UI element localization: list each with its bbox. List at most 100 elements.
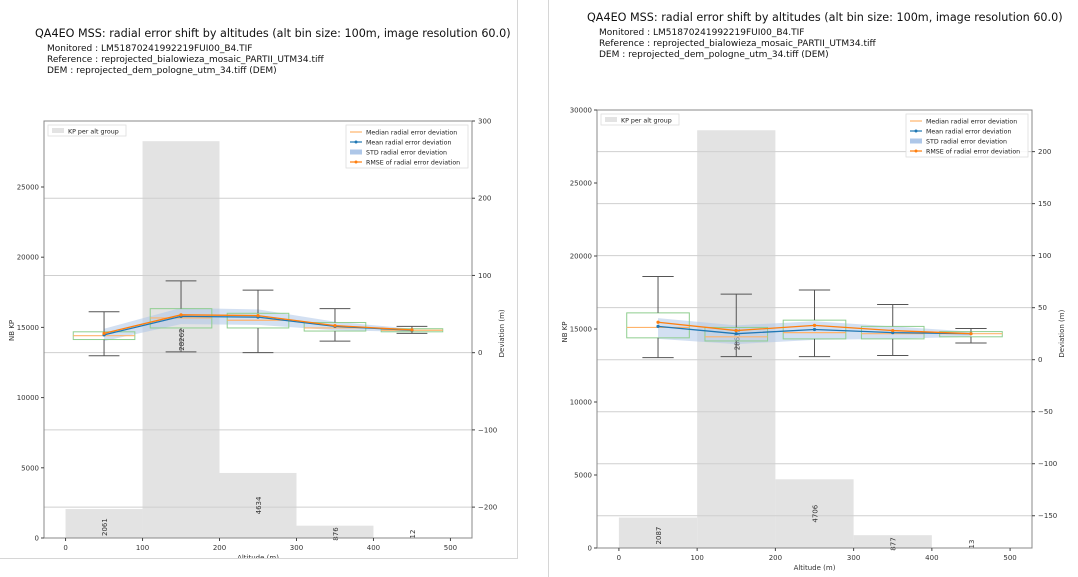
x-tick-label: 0 <box>617 554 621 562</box>
y2-tick-label: 150 <box>1038 200 1051 208</box>
rmse-point <box>734 328 738 333</box>
bar-kp-50 <box>65 509 143 538</box>
chart-right: 2087286124706877130100200300400500Altitu… <box>561 107 1066 573</box>
rmse-point <box>812 323 817 327</box>
bar-legend-box <box>600 113 680 126</box>
y-tick-label: 10000 <box>17 394 39 402</box>
legend-marker-mean <box>914 129 918 133</box>
chart-title: QA4EO MSS: radial error shift by altitud… <box>587 11 1063 24</box>
bar-count-label: 13 <box>968 540 976 549</box>
y2-tick-label: −100 <box>1038 460 1057 468</box>
legend-label-std: STD radial error deviation <box>926 138 1007 145</box>
mean-point <box>812 327 817 332</box>
y2-tick-label: 200 <box>478 195 491 203</box>
x-tick-label: 0 <box>63 544 67 552</box>
legend-label-rmse: RMSE of radial error deviation <box>926 148 1020 155</box>
rmse-point <box>333 324 337 328</box>
rmse-point <box>969 332 973 336</box>
bar-kp-250 <box>775 479 854 548</box>
y2-tick-label: 0 <box>1038 356 1042 364</box>
bar-legend-swatch <box>605 117 617 122</box>
x-tick-label: 100 <box>136 544 149 552</box>
series-legend-box <box>345 124 469 169</box>
rmse-point <box>256 314 260 318</box>
reference-label: Reference : reprojected_bialowieza_mosai… <box>599 39 876 49</box>
legend-label-median: Median radial error deviation <box>366 129 457 136</box>
axes-frame <box>43 120 473 539</box>
bar-count-label: 4634 <box>255 496 263 514</box>
chart-panel-left: QA4EO MSS: radial error shift by altitud… <box>0 0 518 559</box>
mean-point <box>656 324 660 328</box>
y2-tick-label: 100 <box>1038 252 1051 260</box>
monitored-label: Monitored : LM51870241992219FUI00_B4.TIF <box>47 44 253 54</box>
x-tick-label: 300 <box>847 554 860 562</box>
legend-marker-mean <box>354 140 358 144</box>
bar-count-label: 12 <box>409 530 417 539</box>
y-tick-label: 25000 <box>17 183 39 191</box>
legend-label-mean: Mean radial error deviation <box>366 139 451 146</box>
y-axis-label: NB KP <box>8 320 16 341</box>
mean-point <box>734 332 738 336</box>
rmse-point <box>179 313 183 317</box>
y-tick-label: 20000 <box>570 253 592 261</box>
bar-count-label: 877 <box>890 537 898 550</box>
y2-tick-label: −100 <box>478 426 497 434</box>
y2-axis-label: Deviation (m) <box>498 309 506 357</box>
y-tick-label: 0 <box>35 535 39 543</box>
x-axis-label: Altitude (m) <box>794 564 836 572</box>
reference-label: Reference : reprojected_bialowieza_mosai… <box>47 55 324 65</box>
x-tick-label: 200 <box>769 554 782 562</box>
rmse-point <box>102 331 106 335</box>
y2-tick-label: 100 <box>478 272 491 280</box>
series-legend-box <box>905 113 1029 158</box>
y-tick-label: 25000 <box>570 180 592 188</box>
y-tick-label: 10000 <box>570 399 592 407</box>
legend-marker-rmse <box>354 160 358 164</box>
y2-tick-label: −50 <box>1038 408 1053 416</box>
y-tick-label: 30000 <box>570 107 592 115</box>
legend-swatch-std <box>910 138 922 144</box>
legend-swatch-std <box>350 149 362 155</box>
rmse-point <box>891 328 895 333</box>
x-axis-label: Altitude (m) <box>237 554 279 558</box>
y-tick-label: 15000 <box>17 324 39 332</box>
y2-tick-label: 200 <box>1038 148 1051 156</box>
legend-label-median: Median radial error deviation <box>926 118 1017 125</box>
y-tick-label: 15000 <box>570 326 592 334</box>
y-tick-label: 0 <box>588 545 592 553</box>
y2-axis-label: Deviation (m) <box>1058 309 1066 357</box>
y2-tick-label: −150 <box>1038 512 1057 520</box>
y-tick-label: 5000 <box>574 472 592 480</box>
x-tick-label: 400 <box>367 544 380 552</box>
monitored-label: Monitored : LM51870241992219FUI00_B4.TIF <box>599 28 805 38</box>
y2-tick-label: 50 <box>1038 304 1047 312</box>
y2-tick-label: −200 <box>478 504 497 512</box>
bar-kp-350 <box>853 535 932 548</box>
y2-tick-label: 0 <box>478 349 482 357</box>
x-tick-label: 300 <box>290 544 303 552</box>
dem-label: DEM : reprojected_dem_pologne_utm_34.tif… <box>47 66 277 76</box>
bar-kp-250 <box>219 472 297 538</box>
y2-tick-label: 300 <box>478 118 491 126</box>
chart-panel-right: QA4EO MSS: radial error shift by altitud… <box>548 0 1078 577</box>
legend-label-std: STD radial error deviation <box>366 149 447 156</box>
bar-count-label: 2061 <box>101 518 109 536</box>
bar-count-label: 4706 <box>812 504 820 522</box>
x-tick-label: 100 <box>690 554 703 562</box>
x-tick-label: 500 <box>1003 554 1016 562</box>
bar-count-label: 2087 <box>655 527 663 545</box>
y-axis-label: NB KP <box>561 321 569 342</box>
chart-left: 2061 28262 4634 876 12 0 100 200 300 400 500 Altitu… <box>8 118 506 559</box>
bar-legend-swatch <box>52 128 64 133</box>
chart-title: QA4EO MSS: radial error shift by altitud… <box>35 27 511 40</box>
bar-count-label: 28262 <box>178 328 186 350</box>
bar-legend-label: KP per alt group <box>68 129 119 136</box>
bar-legend-box <box>47 124 127 137</box>
x-tick-label: 500 <box>444 544 457 552</box>
x-tick-label: 200 <box>213 544 226 552</box>
rmse-point <box>410 328 414 332</box>
rmse-point <box>656 320 660 324</box>
legend-marker-rmse <box>914 149 918 153</box>
legend-label-mean: Mean radial error deviation <box>926 128 1011 135</box>
bar-kp-50 <box>618 517 698 548</box>
